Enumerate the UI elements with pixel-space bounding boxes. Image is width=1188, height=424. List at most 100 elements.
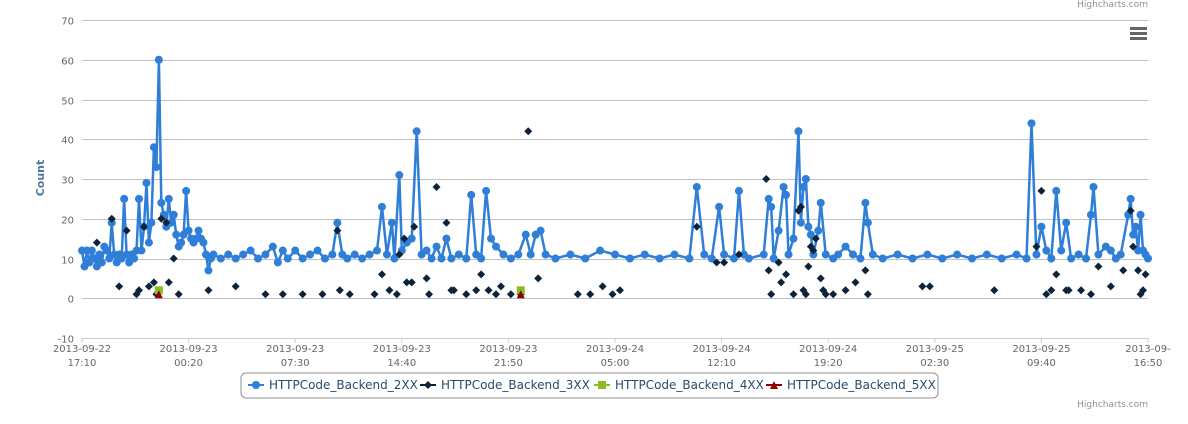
data-point[interactable] <box>816 274 825 283</box>
data-point[interactable] <box>407 278 416 287</box>
data-point[interactable] <box>734 186 743 195</box>
data-point[interactable] <box>477 270 486 279</box>
data-point[interactable] <box>789 290 798 299</box>
data-point[interactable] <box>806 230 815 239</box>
data-point[interactable] <box>199 238 208 247</box>
data-point[interactable] <box>115 282 124 291</box>
data-point[interactable] <box>707 254 716 263</box>
data-point[interactable] <box>365 250 374 259</box>
data-point[interactable] <box>923 250 932 259</box>
data-point[interactable] <box>169 210 178 219</box>
legend-item-httpcode-backend-5xx[interactable]: HTTPCode_Backend_5XX <box>766 378 936 392</box>
data-point[interactable] <box>278 246 287 255</box>
data-point[interactable] <box>720 258 729 267</box>
data-point[interactable] <box>893 250 902 259</box>
data-point[interactable] <box>387 218 396 227</box>
data-point[interactable] <box>454 250 463 259</box>
data-point[interactable] <box>1074 250 1083 259</box>
data-point[interactable] <box>410 222 419 231</box>
data-point[interactable] <box>87 246 96 255</box>
data-point[interactable] <box>182 186 191 195</box>
data-point[interactable] <box>162 218 171 227</box>
data-point[interactable] <box>447 254 456 263</box>
data-point[interactable] <box>377 202 386 211</box>
data-point[interactable] <box>139 222 148 231</box>
data-point[interactable] <box>769 254 778 263</box>
data-point[interactable] <box>573 290 582 299</box>
data-point[interactable] <box>1089 182 1098 191</box>
data-point[interactable] <box>97 258 106 267</box>
data-point[interactable] <box>720 250 729 259</box>
data-point[interactable] <box>779 182 788 191</box>
data-point[interactable] <box>462 290 471 299</box>
data-point[interactable] <box>231 254 240 263</box>
data-point[interactable] <box>566 250 575 259</box>
data-point[interactable] <box>625 254 634 263</box>
data-point[interactable] <box>147 218 156 227</box>
data-point[interactable] <box>184 226 193 235</box>
data-point[interactable] <box>432 242 441 251</box>
data-point[interactable] <box>298 254 307 263</box>
data-point[interactable] <box>484 286 493 295</box>
data-point[interactable] <box>224 250 233 259</box>
data-point[interactable] <box>154 55 163 64</box>
data-point[interactable] <box>551 254 560 263</box>
data-point[interactable] <box>774 258 783 267</box>
data-point[interactable] <box>122 226 131 235</box>
data-point[interactable] <box>777 278 786 287</box>
data-point[interactable] <box>1131 222 1140 231</box>
data-point[interactable] <box>506 254 515 263</box>
data-point[interactable] <box>536 226 545 235</box>
legend-item-httpcode-backend-4xx[interactable]: HTTPCode_Backend_4XX <box>594 378 764 392</box>
data-point[interactable] <box>526 250 535 259</box>
data-point[interactable] <box>1037 186 1046 195</box>
data-point[interactable] <box>373 246 382 255</box>
data-point[interactable] <box>402 278 411 287</box>
data-point[interactable] <box>967 254 976 263</box>
data-point[interactable] <box>801 175 810 183</box>
data-point[interactable] <box>799 182 808 191</box>
data-point[interactable] <box>400 234 409 243</box>
data-point[interactable] <box>152 163 161 172</box>
data-point[interactable] <box>343 254 352 263</box>
data-point[interactable] <box>144 238 153 247</box>
data-point[interactable] <box>487 234 496 243</box>
data-point[interactable] <box>804 222 813 231</box>
data-point[interactable] <box>982 250 991 259</box>
data-point[interactable] <box>801 290 810 299</box>
data-point[interactable] <box>142 178 151 187</box>
data-point[interactable] <box>938 254 947 263</box>
data-point[interactable] <box>861 266 870 275</box>
data-point[interactable] <box>216 254 225 263</box>
data-point[interactable] <box>472 286 481 295</box>
data-point[interactable] <box>137 246 146 255</box>
data-point[interactable] <box>1086 290 1095 299</box>
data-point[interactable] <box>149 278 158 287</box>
data-point[interactable] <box>390 254 399 263</box>
data-point[interactable] <box>496 282 505 291</box>
data-point[interactable] <box>174 290 183 299</box>
data-point[interactable] <box>1032 250 1041 259</box>
legend-item-httpcode-backend-2xx[interactable]: HTTPCode_Backend_2XX <box>248 378 418 392</box>
data-point[interactable] <box>796 202 805 211</box>
data-point[interactable] <box>816 198 825 207</box>
data-point[interactable] <box>149 143 158 152</box>
data-point[interactable] <box>685 254 694 263</box>
data-point[interactable] <box>467 190 476 199</box>
data-point[interactable] <box>1032 242 1041 251</box>
data-point[interactable] <box>1141 270 1150 279</box>
data-point[interactable] <box>130 254 139 263</box>
data-point[interactable] <box>154 290 163 299</box>
data-point[interactable] <box>997 254 1006 263</box>
data-point[interactable] <box>273 258 282 267</box>
data-point[interactable] <box>1052 186 1061 195</box>
data-point[interactable] <box>370 290 379 299</box>
data-point[interactable] <box>1012 250 1021 259</box>
data-point[interactable] <box>1082 254 1091 263</box>
data-point[interactable] <box>1136 210 1145 219</box>
data-point[interactable] <box>283 254 292 263</box>
data-point[interactable] <box>841 286 850 295</box>
data-point[interactable] <box>734 250 743 259</box>
data-point[interactable] <box>794 127 803 136</box>
data-point[interactable] <box>407 234 416 243</box>
